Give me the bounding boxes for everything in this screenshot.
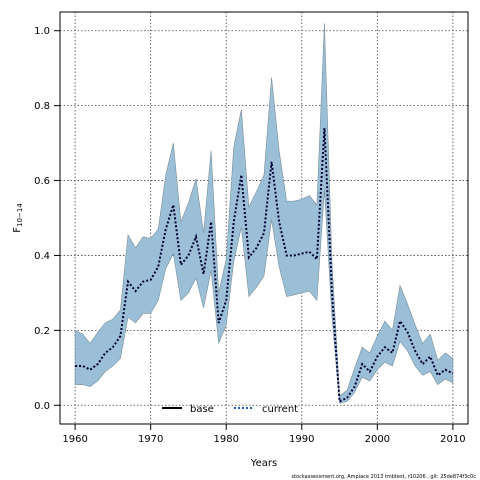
y-tick-label: 0.0	[34, 401, 50, 412]
x-tick-label: 1960	[62, 434, 87, 445]
y-tick-label: 0.4	[34, 251, 50, 262]
x-tick-label: 2010	[440, 434, 465, 445]
plot-frame	[59, 11, 469, 425]
legend-base-label: base	[190, 404, 214, 415]
x-tick-label: 1970	[138, 434, 163, 445]
y-tick-label: 0.8	[34, 101, 50, 112]
x-axis-ticks: 1960 1970 1980 1990 2000 2010	[62, 424, 466, 445]
legend-current-label: current	[262, 404, 298, 415]
y-tick-label: 0.2	[34, 326, 50, 337]
x-tick-label: 2000	[365, 434, 390, 445]
y-axis-ticks: 0.0 0.2 0.4 0.6 0.8 1.0	[34, 26, 60, 412]
current-series-line	[75, 128, 454, 404]
x-tick-label: 1990	[289, 434, 314, 445]
svg-text:F10−14: F10−14	[12, 203, 24, 233]
x-tick-label: 1980	[213, 434, 238, 445]
x-axis-title: Years	[250, 458, 277, 469]
y-axis-title-sub: 10−14	[16, 203, 24, 227]
y-tick-label: 0.6	[34, 176, 50, 187]
footnote: stockassessment.org, Ampiace 2013 tmbtes…	[291, 474, 476, 480]
y-tick-label: 1.0	[34, 26, 50, 37]
legend: base current	[162, 404, 298, 415]
confidence-band	[74, 23, 454, 404]
y-axis-title: F10−14	[12, 203, 24, 233]
y-axis-title-main: F	[12, 227, 23, 233]
